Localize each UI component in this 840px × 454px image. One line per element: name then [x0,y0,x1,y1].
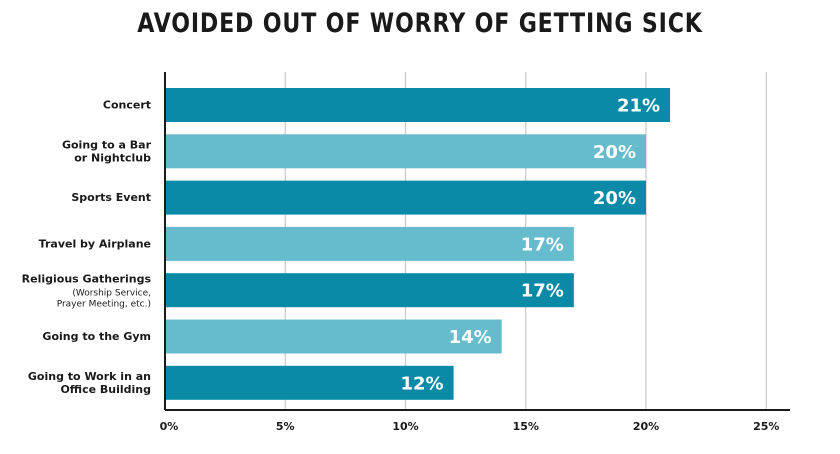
category-label-5-0: Going to the Gym [42,330,151,343]
data-label-4: 17% [521,281,564,302]
data-label-0: 21% [617,96,660,117]
tick-label-2: 10% [392,420,418,433]
bar-1 [165,134,646,169]
bar-6 [165,365,454,400]
category-label-6-0: Going to Work in an [28,370,151,383]
data-label-5: 14% [449,327,492,348]
category-label-1-1: or Nightclub [74,151,151,164]
data-label-2: 20% [593,188,636,209]
category-label-4-1: (Worship Service, [72,289,151,299]
tick-label-0: 0% [160,420,179,433]
category-label-4-0: Religious Gatherings [22,273,152,286]
category-label-6-1: Office Building [60,383,151,396]
bar-2 [165,180,646,215]
tick-label-4: 20% [633,420,659,433]
data-label-3: 17% [521,234,564,255]
category-label-1-0: Going to a Bar [62,138,152,151]
category-label-4-2: Prayer Meeting, etc.) [57,300,151,310]
chart-title: AVOIDED OUT OF WORRY OF GETTING SICK [137,8,703,39]
category-label-0-0: Concert [103,99,151,112]
tick-label-1: 5% [276,420,295,433]
tick-label-3: 15% [513,420,539,433]
data-label-1: 20% [593,142,636,163]
bar-4 [165,273,574,308]
bar-5 [165,319,502,354]
category-label-2-0: Sports Event [71,191,151,204]
data-label-6: 12% [401,373,444,394]
category-label-3-0: Travel by Airplane [39,237,151,250]
bar-3 [165,226,574,261]
bar-0 [165,88,671,122]
tick-label-5: 25% [753,420,779,433]
